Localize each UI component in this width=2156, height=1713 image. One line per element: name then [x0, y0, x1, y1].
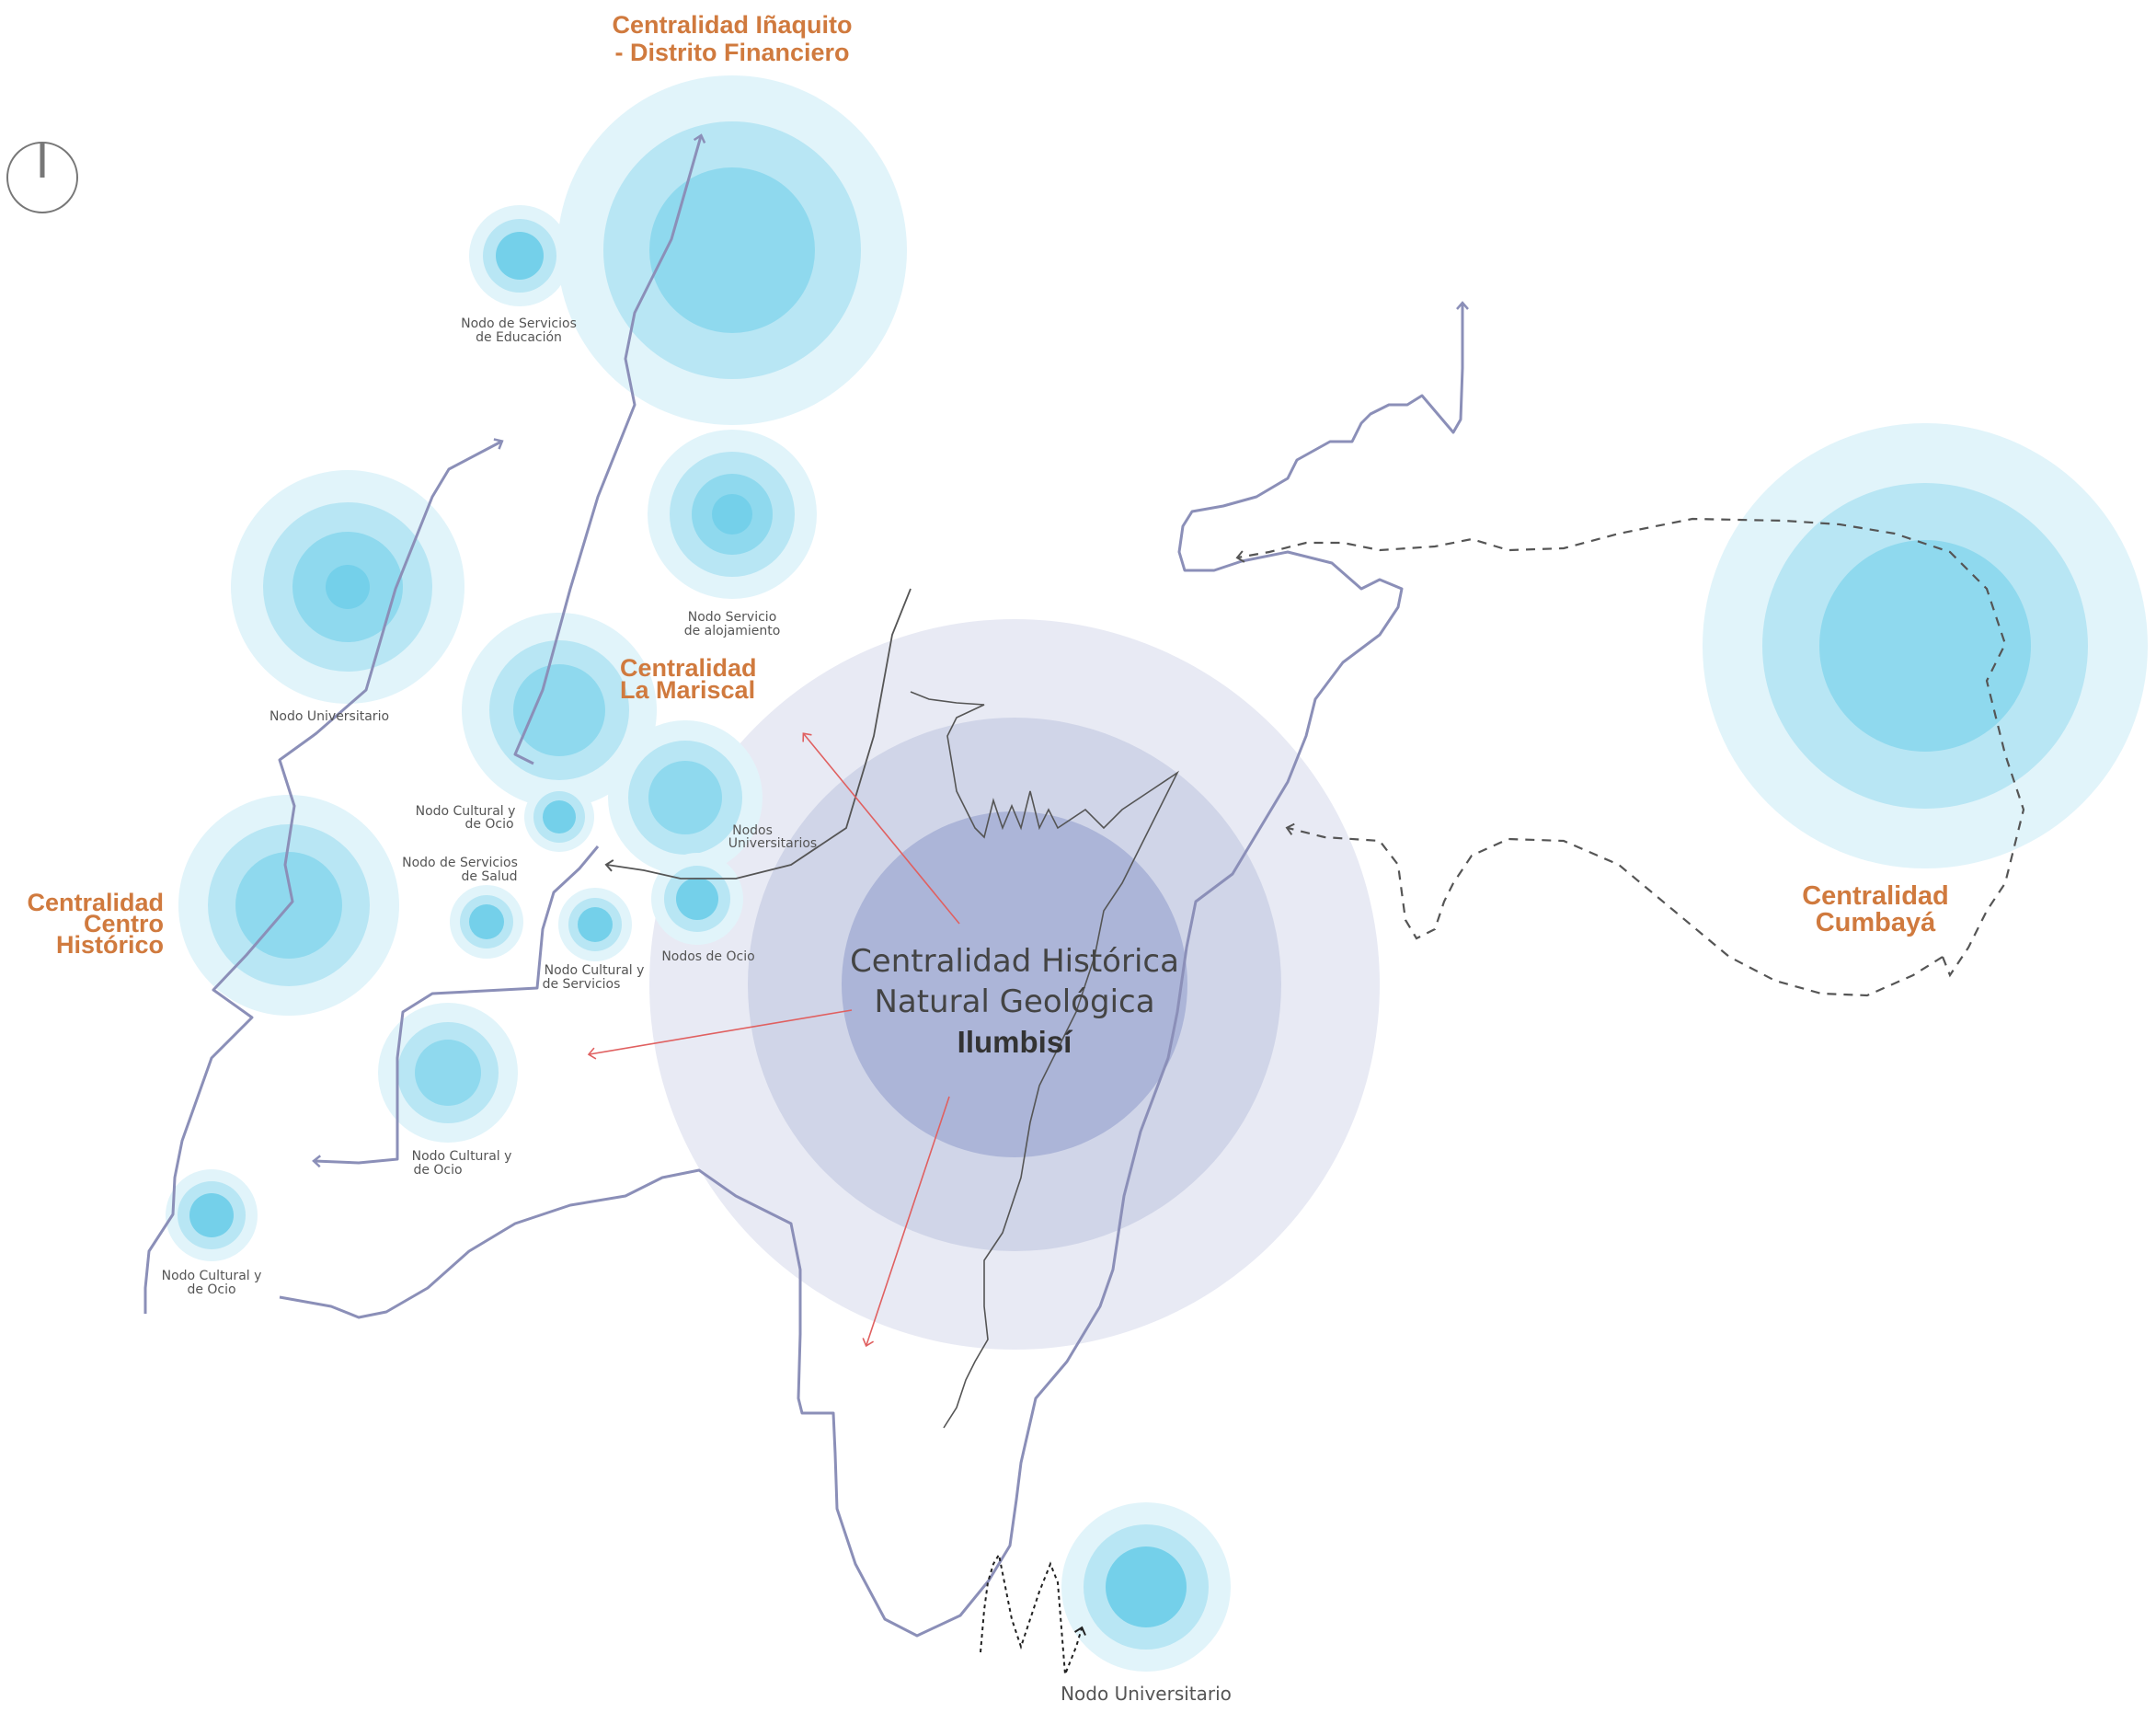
label-center: Centralidad Histórica Natural Geológica …: [850, 943, 1179, 1059]
route-universitario-dotted: [980, 1552, 1086, 1675]
node-inaquito: [557, 75, 907, 425]
node-educacion: [469, 205, 570, 306]
label-educacion-2: de Educación: [476, 330, 562, 345]
node-alojamiento: [648, 430, 817, 599]
label-universitario-left: Nodo Universitario: [270, 709, 389, 724]
label-cultural-ocio-1-1: Nodo Cultural y: [416, 804, 516, 819]
label-cultural-ocio-2-2: de Ocio: [413, 1163, 462, 1178]
node-cultural-ocio-3: [166, 1169, 258, 1261]
node-mariscal: [462, 613, 657, 808]
label-inaquito-line1: Centralidad Iñaquito: [612, 11, 852, 39]
label-educacion-1: Nodo de Servicios: [461, 316, 577, 331]
node-cultural-servicios: [558, 888, 632, 961]
route-cumbaya-dashed-1: [1235, 517, 2025, 978]
label-salud-2: de Salud: [461, 869, 517, 884]
route-west-north: [143, 438, 504, 1314]
label-cultural-ocio-2-1: Nodo Cultural y: [412, 1149, 512, 1164]
label-center-line2: Natural Geológica: [874, 983, 1154, 1020]
route-universitarios-arrow: [604, 588, 912, 879]
route-cumbaya-dashed-2: [1285, 822, 1944, 997]
label-cultural-servicios-2: de Servicios: [543, 977, 621, 992]
red-arrow-west: [587, 1009, 853, 1060]
label-cultural-servicios-1: Nodo Cultural y: [545, 963, 645, 978]
label-centro-historico: Centralidad Centro Histórico: [27, 889, 164, 959]
red-arrow-south: [862, 1096, 950, 1348]
node-cultural-ocio-2: [378, 1003, 518, 1143]
node-salud: [450, 885, 523, 959]
label-centro-line3: Histórico: [56, 931, 164, 959]
label-mariscal: Centralidad La Mariscal: [620, 654, 757, 704]
label-universitarios-1: Nodos: [732, 823, 773, 838]
label-mariscal-line2: La Mariscal: [620, 676, 755, 704]
label-centro-line1: Centralidad: [27, 889, 164, 916]
route-south-west: [312, 845, 600, 1168]
node-universitario-left: [231, 470, 464, 704]
north-indicator: [6, 142, 78, 213]
label-ocio: Nodos de Ocio: [661, 949, 754, 964]
label-salud-1: Nodo de Servicios: [402, 856, 518, 870]
label-universitario-bottom: Nodo Universitario: [1061, 1683, 1232, 1705]
node-universitario-bottom: [1061, 1502, 1231, 1672]
label-center-bold: Ilumbisí: [958, 1025, 1074, 1059]
label-universitarios-2: Universitarios: [728, 836, 817, 851]
geological-line: [910, 691, 1180, 1429]
label-center-line1: Centralidad Histórica: [850, 943, 1179, 980]
label-centro-line2: Centro: [84, 910, 164, 937]
route-ring: [279, 301, 1469, 1638]
label-inaquito: Centralidad Iñaquito - Distrito Financie…: [612, 11, 852, 66]
label-cumbaya: Centralidad Cumbayá: [1802, 881, 1949, 937]
label-inaquito-line2: - Distrito Financiero: [614, 39, 849, 66]
label-mariscal-line1: Centralidad: [620, 654, 757, 682]
label-cumbaya-line1: Centralidad: [1802, 881, 1949, 911]
label-cultural-ocio-3-2: de Ocio: [187, 1282, 235, 1297]
node-ocio: [651, 853, 743, 945]
label-alojamiento-1: Nodo Servicio: [688, 610, 777, 625]
label-alojamiento-2: de alojamiento: [684, 624, 781, 638]
red-arrow-northwest: [802, 732, 960, 925]
center-centrality-circles: [649, 619, 1380, 1350]
label-cultural-ocio-1-2: de Ocio: [464, 817, 513, 832]
label-cumbaya-line2: Cumbayá: [1816, 908, 1936, 937]
label-cultural-ocio-3-1: Nodo Cultural y: [162, 1269, 262, 1283]
route-center-north: [513, 133, 706, 765]
node-cumbaya: [1703, 423, 2148, 868]
node-cultural-ocio-1: [524, 782, 594, 852]
node-universitarios: [608, 720, 763, 875]
